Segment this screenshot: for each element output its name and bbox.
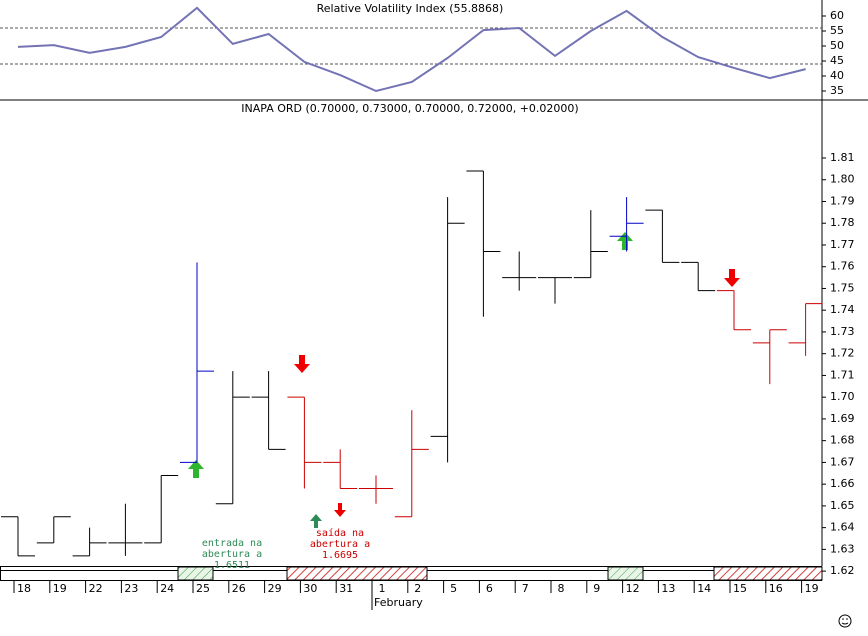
y-tick-label: 1.72 [830, 347, 855, 360]
y-tick-label: 1.79 [830, 194, 855, 207]
y-tick-label: 1.73 [830, 325, 855, 338]
y-tick-label: 1.78 [830, 216, 855, 229]
annotation: 1.6695 [322, 550, 358, 561]
y-tick-label: 1.75 [830, 281, 855, 294]
y-tick-label: 1.80 [830, 173, 855, 186]
y-tick-label: 60 [830, 9, 844, 22]
y-tick-label: 1.71 [830, 368, 855, 381]
signal-arrows [188, 232, 740, 528]
annotation: 1.6511 [214, 560, 250, 571]
x-tick-label: 5 [450, 582, 457, 595]
y-tick-label: 1.67 [830, 455, 855, 468]
x-tick-label: 26 [232, 582, 246, 595]
x-tick-label: 6 [486, 582, 493, 595]
y-tick-label: 1.63 [830, 542, 855, 555]
x-tick-label: 31 [339, 582, 353, 595]
y-tick-label: 1.70 [830, 390, 855, 403]
y-tick-label: 1.76 [830, 260, 855, 273]
rvi-title: Relative Volatility Index (55.8868) [317, 2, 504, 15]
y-tick-label: 1.68 [830, 434, 855, 447]
date-strip [0, 566, 823, 581]
price-title: INAPA ORD (0.70000, 0.73000, 0.70000, 0.… [241, 102, 578, 115]
y-tick-label: 1.65 [830, 499, 855, 512]
y-tick-label: 35 [830, 84, 844, 97]
x-tick-label: 14 [697, 582, 711, 595]
x-tick-label: 22 [89, 582, 103, 595]
rvi-line [17, 6, 806, 93]
y-tick-label: 45 [830, 54, 844, 67]
y-tick-label: 40 [830, 69, 844, 82]
y-tick-label: 55 [830, 24, 844, 37]
annotation: abertura a [202, 549, 262, 560]
y-tick-label: 50 [830, 39, 844, 52]
annotation: entrada na [202, 538, 262, 549]
y-tick-label: 1.66 [830, 477, 855, 490]
x-tick-label: 12 [626, 582, 640, 595]
smiley [838, 614, 852, 628]
x-tick-label: 25 [196, 582, 210, 595]
annotation: abertura a [310, 539, 370, 550]
y-tick-label: 1.74 [830, 303, 855, 316]
x-tick-label: 18 [17, 582, 31, 595]
y-tick-label: 1.64 [830, 521, 855, 534]
x-tick-label: 1 [379, 582, 386, 595]
x-tick-label: 23 [124, 582, 138, 595]
x-tick-label: 24 [160, 582, 174, 595]
y-tick-label: 1.62 [830, 564, 855, 577]
x-tick-label: 7 [522, 582, 529, 595]
x-tick-label: 8 [558, 582, 565, 595]
x-tick-label: 13 [661, 582, 675, 595]
y-tick-label: 1.81 [830, 151, 855, 164]
x-tick-label: 19 [53, 582, 67, 595]
x-tick-label: 2 [414, 582, 421, 595]
x-tick-label: 29 [268, 582, 282, 595]
x-tick-label: 19 [805, 582, 819, 595]
x-tick-label: 30 [303, 582, 317, 595]
annotation: saída na [316, 527, 364, 539]
x-tick-label: 15 [733, 582, 747, 595]
x-tick-label: 9 [593, 582, 600, 595]
y-tick-label: 1.69 [830, 412, 855, 425]
month-label: February [374, 596, 423, 609]
x-tick-label: 16 [769, 582, 783, 595]
y-tick-label: 1.77 [830, 238, 855, 251]
